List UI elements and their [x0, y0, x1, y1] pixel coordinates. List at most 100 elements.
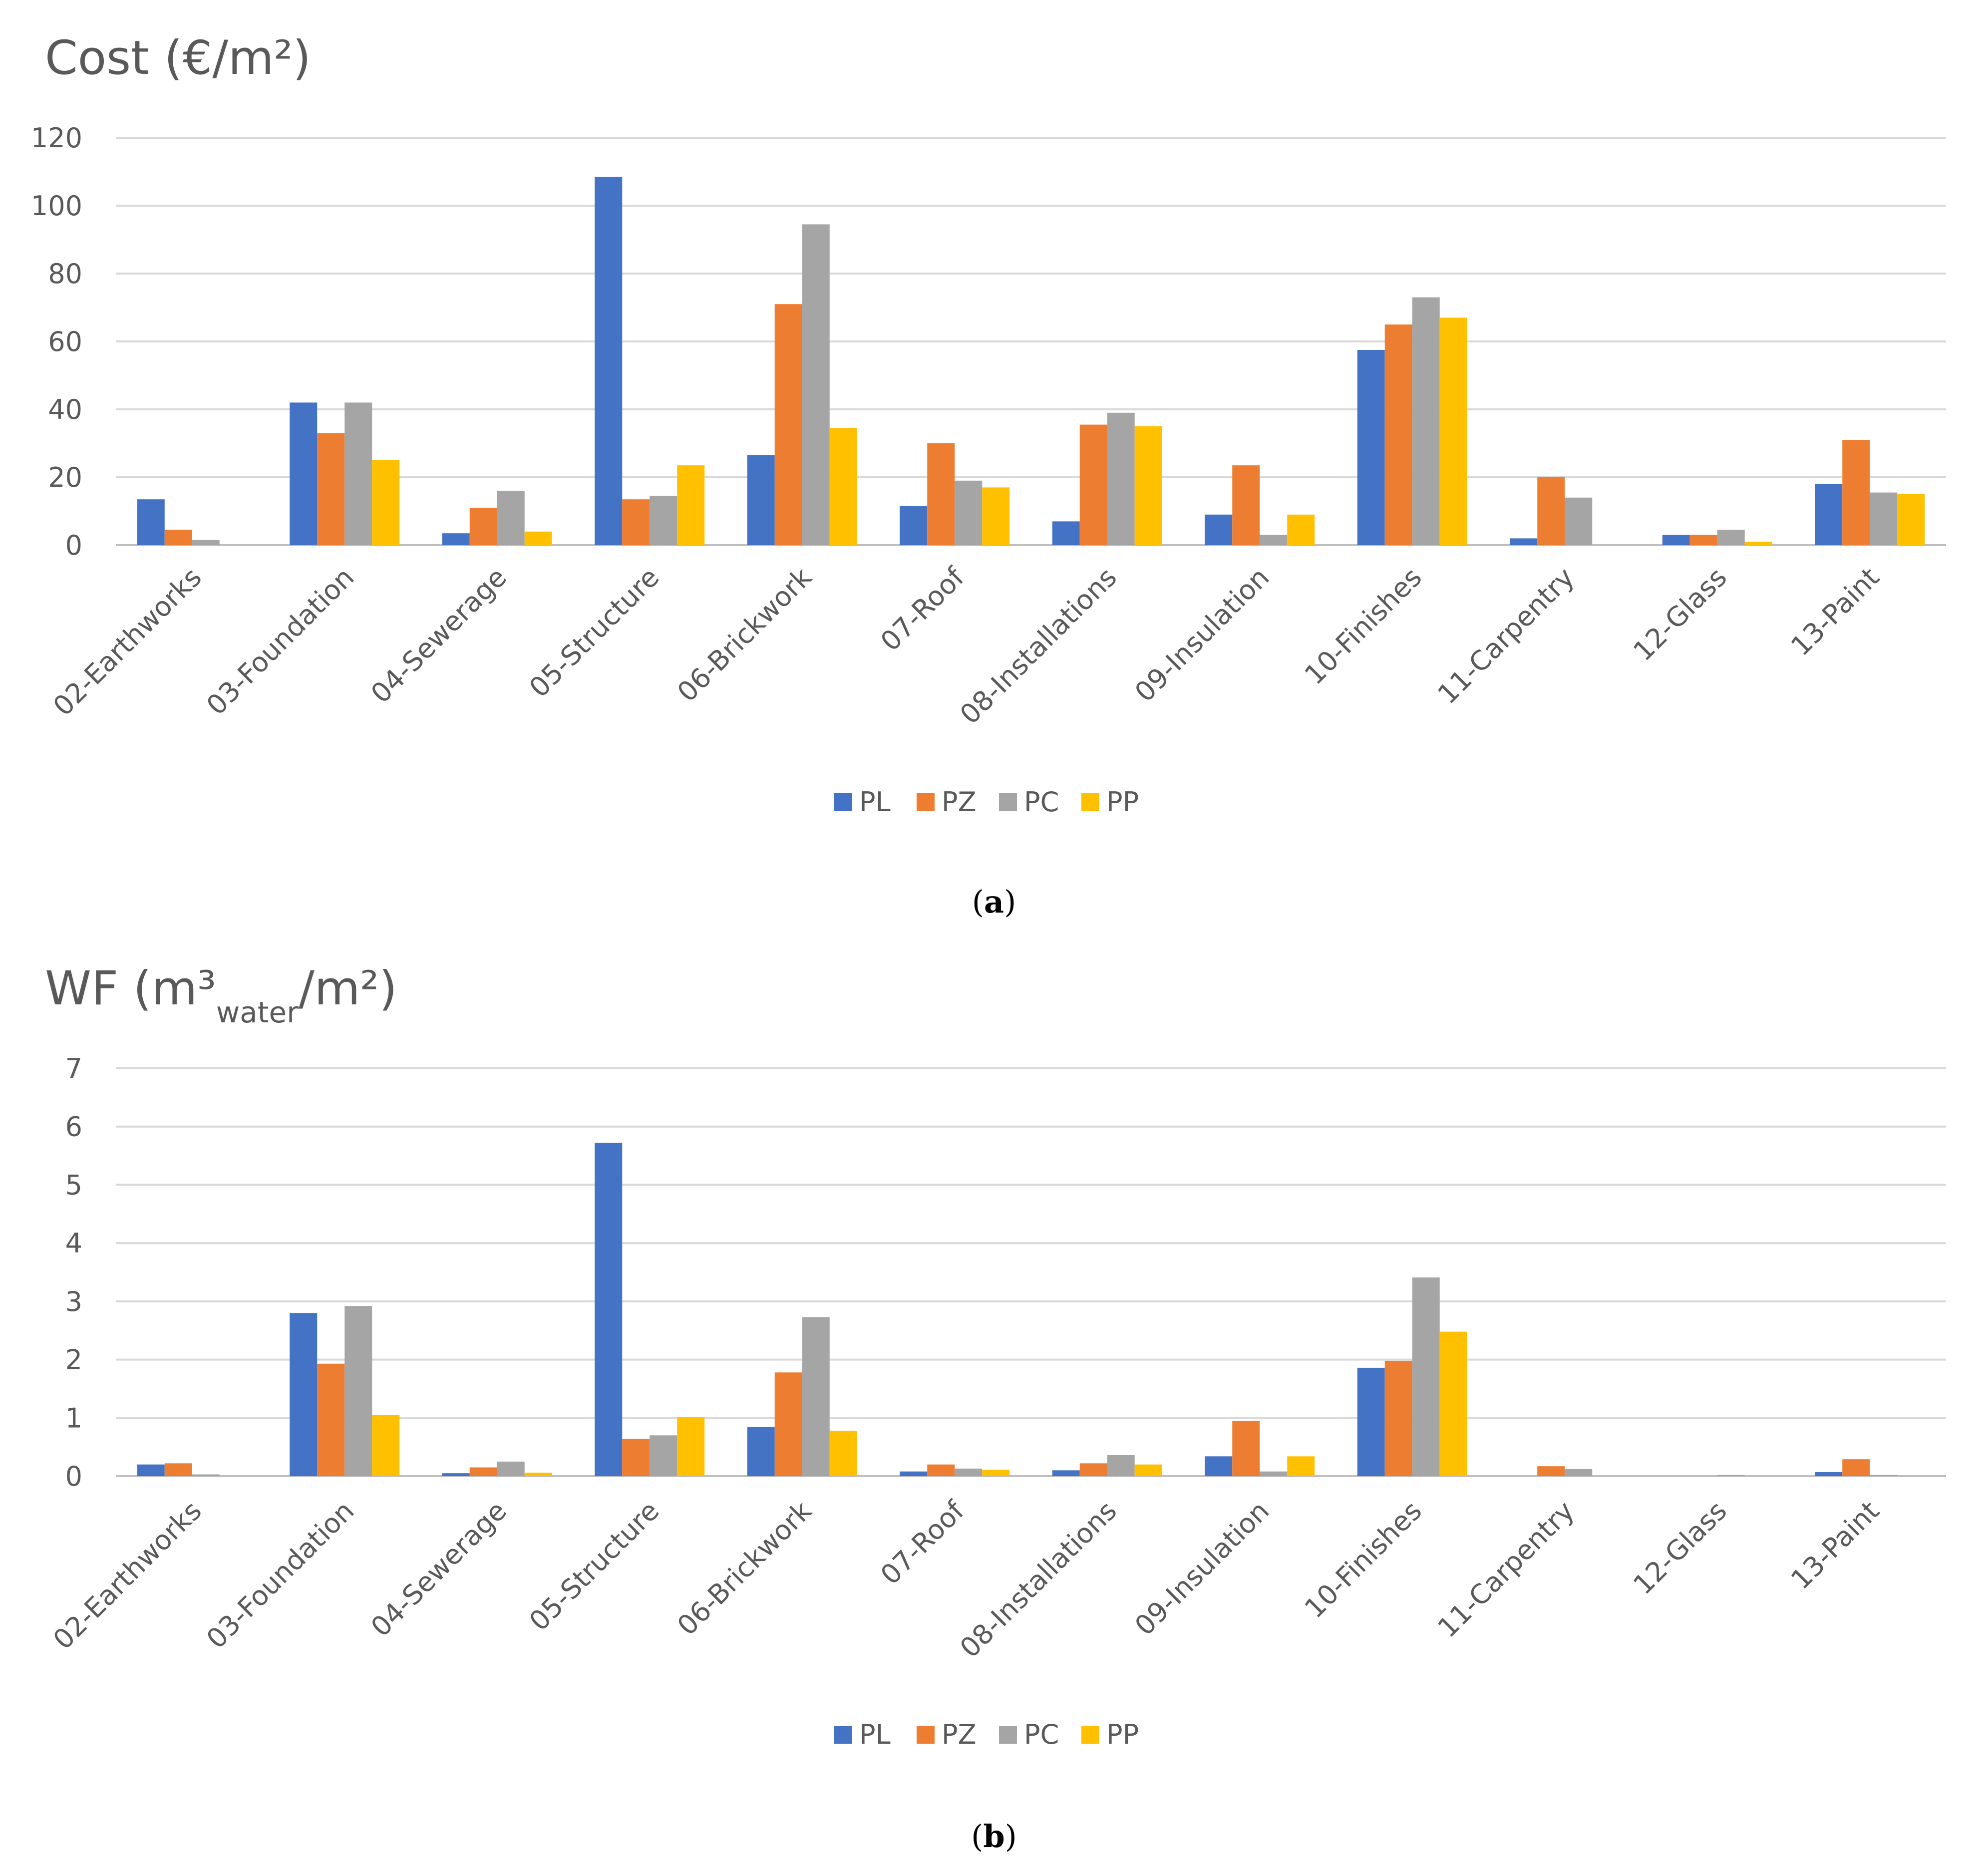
cost-bar-pc-9 [1412, 297, 1440, 545]
cost-bar-pz-10 [1537, 477, 1565, 545]
wf-y-tick-label: 0 [65, 1461, 82, 1492]
wf-category-label: 05-Structure [523, 1495, 665, 1637]
wf-bar-pz-2 [317, 1363, 345, 1476]
cost-bar-pz-9 [1384, 324, 1412, 545]
wf-bar-pp-5 [829, 1430, 857, 1476]
wf-bar-pc-6 [955, 1468, 983, 1476]
wf-bar-pl-4 [595, 1143, 623, 1476]
cost-bar-pp-4 [677, 465, 705, 545]
wf-bar-pl-1 [137, 1464, 165, 1476]
cost-legend-label-pp: PP [1106, 786, 1139, 818]
wf-bar-pc-12 [1870, 1475, 1898, 1476]
cost-legend-swatch-pl [834, 793, 852, 811]
wf-bar-pp-3 [524, 1472, 552, 1476]
wf-legend-swatch-pc [999, 1726, 1017, 1744]
wf-category-label: 06-Brickwork [671, 1495, 818, 1641]
wf-chart-title: WF (m³water/m²) [45, 961, 397, 1029]
wf-bar-pz-3 [469, 1467, 497, 1476]
cost-y-tick-label: 20 [48, 462, 82, 493]
cost-bar-pp-11 [1744, 542, 1772, 545]
cost-bar-pl-2 [290, 402, 318, 545]
cost-legend-swatch-pc [999, 793, 1017, 811]
wf-bar-pz-12 [1842, 1459, 1870, 1476]
wf-y-tick-label: 2 [65, 1344, 82, 1376]
cost-chart-y-ticks: 0 20 40 60 80 100 120 [31, 122, 82, 561]
wf-category-label: 08-Installations [954, 1495, 1123, 1664]
wf-bar-pl-9 [1357, 1367, 1385, 1476]
cost-bar-pl-4 [595, 177, 623, 545]
wf-bar-pc-3 [497, 1461, 525, 1476]
cost-bar-pl-1 [137, 499, 165, 545]
wf-chart-y-ticks: 0 1 2 3 4 5 6 7 [65, 1053, 82, 1492]
cost-category-label: 10-Finishes [1299, 562, 1428, 691]
cost-bar-pl-11 [1662, 535, 1690, 545]
wf-bar-pl-5 [747, 1427, 775, 1476]
cost-bar-pc-1 [192, 540, 220, 545]
cost-bar-pz-11 [1689, 535, 1717, 545]
wf-bar-pz-10 [1537, 1466, 1565, 1476]
wf-bar-pz-4 [622, 1439, 650, 1476]
cost-category-label: 06-Brickwork [671, 561, 818, 708]
cost-y-tick-label: 60 [48, 326, 82, 357]
wf-bar-pc-5 [802, 1317, 830, 1476]
wf-bar-pz-1 [164, 1463, 192, 1476]
wf-bar-pc-10 [1565, 1469, 1593, 1476]
cost-bar-pc-10 [1565, 497, 1593, 545]
cost-bar-pz-12 [1842, 440, 1870, 545]
cost-bar-pp-9 [1439, 317, 1467, 545]
cost-category-label: 02-Earthworks [47, 562, 208, 722]
wf-bar-pc-2 [344, 1306, 372, 1476]
wf-bar-pp-9 [1439, 1331, 1467, 1476]
wf-chart-gridlines [116, 1067, 1946, 1477]
wf-chart: WF (m³water/m²) 0 1 2 3 4 5 6 7 02-Earthworks03… [45, 961, 1946, 1855]
cost-y-tick-label: 0 [65, 530, 82, 561]
cost-legend-label-pl: PL [859, 786, 891, 818]
cost-bar-pz-8 [1232, 465, 1260, 545]
cost-bar-pl-10 [1510, 538, 1538, 545]
cost-bar-pz-3 [469, 508, 497, 545]
wf-bar-pp-4 [677, 1417, 705, 1476]
wf-bar-pp-8 [1287, 1456, 1315, 1476]
wf-y-tick-label: 7 [65, 1053, 82, 1084]
wf-bar-pc-1 [192, 1474, 220, 1476]
wf-bar-pl-2 [290, 1313, 318, 1476]
cost-bar-pc-5 [802, 224, 830, 545]
cost-y-tick-label: 120 [31, 122, 82, 154]
cost-category-label: 04-Sewerage [365, 562, 513, 709]
cost-chart: Cost (€/m²) 0 20 40 60 80 100 120 02-Earthwork… [31, 31, 1946, 920]
cost-bar-pl-9 [1357, 350, 1385, 545]
cost-category-label: 09-Insulation [1129, 562, 1276, 708]
wf-bar-pp-6 [982, 1470, 1010, 1476]
wf-category-label: 03-Foundation [200, 1495, 360, 1655]
wf-bar-pz-5 [774, 1372, 802, 1476]
wf-bar-pc-4 [650, 1435, 677, 1476]
cost-bar-pp-8 [1287, 514, 1315, 545]
cost-y-tick-label: 40 [48, 394, 82, 425]
wf-y-tick-label: 4 [65, 1228, 82, 1259]
wf-legend-label-pc: PC [1024, 1719, 1059, 1750]
wf-bar-pz-9 [1384, 1360, 1412, 1476]
cost-category-label: 12-Glass [1627, 562, 1733, 667]
cost-bar-pc-4 [650, 496, 677, 545]
wf-bar-pp-2 [372, 1415, 400, 1476]
cost-bar-pl-6 [900, 506, 928, 545]
cost-bar-pp-6 [982, 487, 1010, 545]
wf-legend-swatch-pz [917, 1726, 935, 1744]
cost-bar-pl-5 [747, 455, 775, 545]
cost-bar-pc-2 [344, 402, 372, 545]
cost-bar-pz-4 [622, 499, 650, 545]
cost-chart-bars [137, 177, 1925, 545]
cost-legend-swatch-pz [917, 793, 935, 811]
cost-chart-legend: PL PZ PC PP [834, 786, 1139, 818]
cost-bar-pz-1 [164, 530, 192, 545]
cost-bar-pl-12 [1815, 484, 1843, 545]
cost-bar-pc-11 [1717, 530, 1745, 545]
cost-bar-pp-2 [372, 460, 400, 545]
wf-bar-pc-8 [1260, 1471, 1288, 1476]
cost-category-label: 07-Roof [875, 561, 971, 657]
wf-bar-pc-11 [1717, 1475, 1745, 1476]
cost-y-tick-label: 80 [48, 258, 82, 290]
